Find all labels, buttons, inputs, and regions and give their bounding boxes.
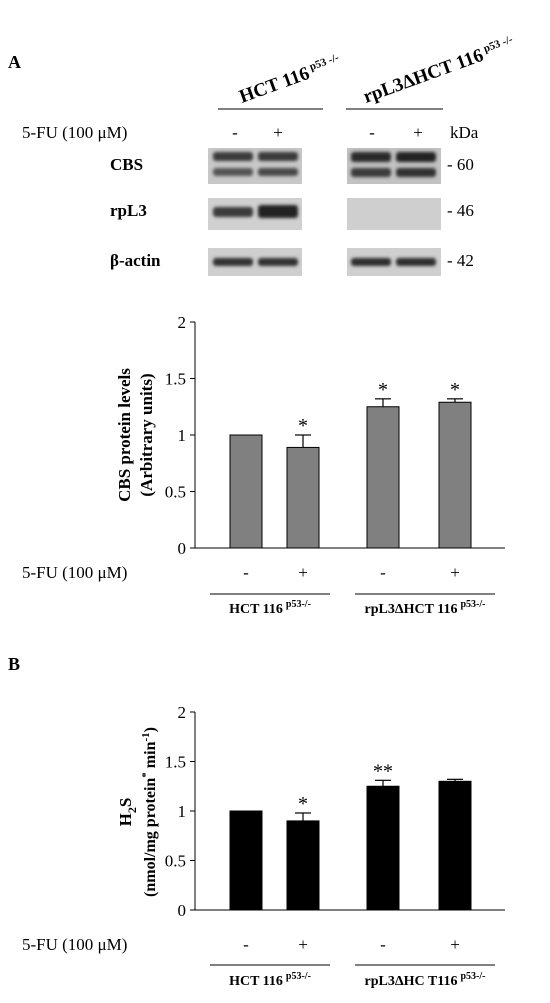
blot-lane-sign-1: - bbox=[232, 123, 238, 142]
blot-kda-60: - 60 bbox=[447, 155, 474, 174]
blot-treatment-label: 5-FU (100 μM) bbox=[22, 123, 127, 142]
cbs-significance-3: * bbox=[378, 379, 388, 401]
cbs-bar-chart: 0 0.5 1 1.5 2 * * * CBS protein levels (Arbitr… bbox=[22, 313, 505, 617]
h2s-bar-2 bbox=[286, 820, 320, 911]
h2s-y-tick-label: 1 bbox=[178, 802, 187, 821]
cbs-y-axis-label: CBS protein levels (Arbitrary units) bbox=[115, 368, 156, 502]
blot-group-label-1: HCT 116p53 -/- bbox=[237, 51, 344, 107]
blot-row-label-cbs: CBS bbox=[110, 155, 143, 174]
cbs-y-tick-label: 1.5 bbox=[165, 370, 186, 389]
svg-text:HCT 116p53 -/-: HCT 116p53 -/- bbox=[237, 51, 344, 107]
panel-a-label: A bbox=[8, 52, 21, 72]
h2s-group-label-1: HCT 116 p53-/- bbox=[229, 971, 311, 989]
blot-kda-46: - 46 bbox=[447, 201, 474, 220]
blot-cbs-left bbox=[208, 148, 302, 184]
cbs-bar-3 bbox=[366, 406, 400, 549]
svg-text:CBS protein levels: CBS protein levels bbox=[115, 368, 134, 502]
h2s-y-tick-label: 2 bbox=[178, 703, 187, 722]
blot-rpl3-right bbox=[347, 198, 441, 230]
svg-text:(Arbitrary units): (Arbitrary units) bbox=[137, 373, 156, 496]
blot-lane-sign-2: + bbox=[273, 123, 283, 142]
cbs-bar-2 bbox=[286, 446, 320, 549]
blot-cbs-right bbox=[347, 148, 441, 184]
blot-actin-left bbox=[208, 248, 302, 276]
cbs-significance-2: * bbox=[298, 415, 308, 437]
h2s-group-label-2: rpL3ΔHC T116 p53-/- bbox=[365, 971, 486, 989]
cbs-y-tick-label: 0 bbox=[178, 539, 187, 558]
h2s-y-tick-label: 0 bbox=[178, 901, 187, 920]
cbs-y-tick-label: 1 bbox=[178, 426, 187, 445]
h2s-treatment-sign-2: + bbox=[298, 935, 308, 954]
blot-lane-sign-4: + bbox=[413, 123, 423, 142]
blot-row-label-rpl3: rpL3 bbox=[110, 201, 147, 220]
h2s-treatment-sign-1: - bbox=[243, 935, 249, 954]
h2s-significance-2: * bbox=[298, 793, 308, 815]
cbs-y-tick-label: 2 bbox=[178, 313, 187, 332]
h2s-treatment-sign-4: + bbox=[450, 935, 460, 954]
h2s-treatment-label: 5-FU (100 μM) bbox=[22, 935, 127, 954]
blot-rpl3-left bbox=[208, 198, 302, 230]
cbs-bar-1 bbox=[229, 434, 263, 549]
h2s-y-tick-label: 1.5 bbox=[165, 753, 186, 772]
h2s-treatment-sign-3: - bbox=[380, 935, 386, 954]
h2s-bar-chart: 00.511.52 *** H2S (nmol/mg protein* min-… bbox=[22, 703, 505, 989]
blot-row-label-actin: β-actin bbox=[110, 251, 161, 270]
blot-group-label-2: rpL3ΔHCT 116p53 -/- bbox=[361, 33, 518, 107]
cbs-significance-4: * bbox=[450, 379, 460, 401]
h2s-y-tick-label: 0.5 bbox=[165, 852, 186, 871]
cbs-treatment-label: 5-FU (100 μM) bbox=[22, 563, 127, 582]
h2s-bar-4 bbox=[438, 780, 472, 911]
cbs-y-tick-label: 0.5 bbox=[165, 483, 186, 502]
blot-kda-42: - 42 bbox=[447, 251, 474, 270]
svg-text:rpL3ΔHCT 116p53 -/-: rpL3ΔHCT 116p53 -/- bbox=[361, 33, 518, 107]
blot-lane-sign-3: - bbox=[369, 123, 375, 142]
h2s-significance-3: ** bbox=[373, 760, 393, 782]
cbs-group-label-1: HCT 116 p53-/- bbox=[229, 599, 311, 617]
panel-b-label: B bbox=[8, 654, 20, 674]
cbs-bar-4 bbox=[438, 401, 472, 549]
cbs-treatment-sign-2: + bbox=[298, 563, 308, 582]
svg-text:H2S: H2S bbox=[116, 798, 139, 827]
cbs-treatment-sign-3: - bbox=[380, 563, 386, 582]
cbs-treatment-sign-1: - bbox=[243, 563, 249, 582]
h2s-y-axis-label: H2S (nmol/mg protein* min-1) bbox=[116, 727, 159, 897]
blot-kda-label: kDa bbox=[450, 123, 479, 142]
svg-text:(nmol/mg protein* min-1): (nmol/mg protein* min-1) bbox=[140, 727, 159, 897]
h2s-bar-3 bbox=[366, 785, 400, 911]
cbs-treatment-sign-4: + bbox=[450, 563, 460, 582]
h2s-bar-1 bbox=[229, 810, 263, 911]
blot-actin-right bbox=[347, 248, 441, 276]
cbs-group-label-2: rpL3ΔHCT 116 p53-/- bbox=[365, 599, 486, 617]
